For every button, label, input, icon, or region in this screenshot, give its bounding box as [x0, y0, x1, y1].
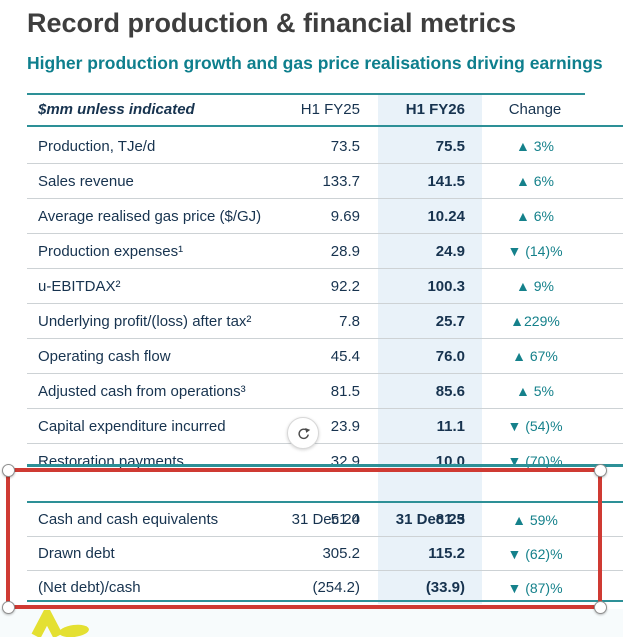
- change-value: ▲ 9%: [516, 278, 554, 294]
- current-value: 75.5: [435, 137, 465, 155]
- table-row: Drawn debt 305.2 115.2 ▼ (62)%: [27, 536, 623, 570]
- balance-bottom-border: [27, 600, 623, 602]
- row-label: Production expenses¹: [38, 242, 184, 260]
- header-change: Change: [508, 100, 562, 118]
- table-header-row: $mm unless indicated H1 FY25 H1 FY26 Cha…: [27, 93, 623, 127]
- balance-table-header-row: 31 Dec 24 31 Dec 25: [27, 504, 623, 535]
- row-label: Cash and cash equivalents: [38, 511, 219, 528]
- table-row: u-EBITDAX² 92.2 100.3 ▲ 9%: [27, 268, 623, 303]
- selection-rectangle[interactable]: [6, 468, 602, 609]
- current-value: 100.3: [427, 277, 465, 295]
- current-value: 11.1: [436, 417, 465, 435]
- header-prior-period: H1 FY25: [300, 100, 360, 118]
- row-label: u-EBITDAX²: [38, 277, 121, 295]
- change-value: ▲ 3%: [516, 138, 554, 154]
- table-row: (Net debt)/cash (254.2) (33.9) ▼ (87)%: [27, 570, 623, 604]
- table-row: Sales revenue 133.7 141.5 ▲ 6%: [27, 163, 623, 198]
- change-value: ▲ 59%: [512, 511, 558, 528]
- table-row: Operating cash flow 45.4 76.0 ▲ 67%: [27, 338, 623, 373]
- page-subtitle: Higher production growth and gas price r…: [27, 53, 603, 73]
- row-label: Drawn debt: [38, 545, 115, 562]
- header-current-period: H1 FY26: [405, 100, 465, 118]
- current-value: 141.5: [427, 172, 465, 190]
- current-value: 81.3: [435, 511, 465, 528]
- row-label: Production, TJe/d: [38, 137, 156, 155]
- section-divider-line: [27, 464, 623, 467]
- prior-value: 28.9: [330, 242, 360, 260]
- row-label: Adjusted cash from operations³: [38, 382, 246, 400]
- table-row: Adjusted cash from operations³ 81.5 85.6…: [27, 373, 623, 408]
- page-title: Record production & financial metrics: [27, 8, 517, 38]
- prior-value: 92.2: [330, 277, 360, 295]
- header-units-label: $mm unless indicated: [38, 100, 195, 118]
- table-top-border: [27, 93, 585, 95]
- row-label: Sales revenue: [38, 172, 134, 190]
- row-label: Underlying profit/(loss) after tax²: [38, 312, 252, 330]
- table-row: Average realised gas price ($/GJ) 9.69 1…: [27, 198, 623, 233]
- company-logo: [28, 604, 100, 637]
- table-row: Capital expenditure incurred 23.9 11.1 ▼…: [27, 408, 623, 443]
- table-row: Cash and cash equivalents 51.0 81.3 ▲ 59…: [27, 503, 623, 536]
- row-label: Capital expenditure incurred: [38, 417, 226, 435]
- prior-value: 73.5: [330, 137, 360, 155]
- current-period-column-highlight: [378, 95, 482, 604]
- rotate-arrow-icon: [297, 427, 310, 439]
- rotate-handle[interactable]: [287, 417, 319, 449]
- prior-value: 7.8: [339, 312, 360, 330]
- current-value: 25.7: [435, 312, 465, 330]
- prior-value: 23.9: [330, 417, 360, 435]
- change-value: ▲ 6%: [516, 208, 554, 224]
- table-row: Underlying profit/(loss) after tax² 7.8 …: [27, 303, 623, 338]
- change-value: ▲229%: [510, 313, 560, 329]
- balance-header-underline: [27, 501, 623, 503]
- change-value: ▼ (54)%: [507, 418, 563, 434]
- row-label: Operating cash flow: [38, 347, 171, 365]
- change-value: ▲ 6%: [516, 173, 554, 189]
- prior-value: 133.7: [322, 172, 360, 190]
- current-value: 76.0: [435, 347, 465, 365]
- prior-value: 9.69: [330, 207, 360, 225]
- resize-handle-bottom-left[interactable]: [2, 601, 15, 614]
- change-value: ▼ (14)%: [507, 243, 563, 259]
- resize-handle-top-left[interactable]: [2, 464, 15, 477]
- change-value: ▼ (87)%: [507, 579, 563, 596]
- change-value: ▲ 5%: [516, 383, 554, 399]
- resize-handle-bottom-right[interactable]: [594, 601, 607, 614]
- change-value: ▲ 67%: [512, 348, 558, 364]
- current-value: 85.6: [435, 382, 465, 400]
- table-row: Production, TJe/d 73.5 75.5 ▲ 3%: [27, 129, 623, 163]
- resize-handle-top-right[interactable]: [594, 464, 607, 477]
- current-value: (33.9): [425, 579, 465, 596]
- prior-value: 51.0: [330, 511, 360, 528]
- prior-value: (254.2): [312, 579, 360, 596]
- current-value: 115.2: [428, 545, 465, 562]
- slide-bottom-margin: [0, 609, 623, 637]
- prior-value: 81.5: [330, 382, 360, 400]
- balance-table-body: Cash and cash equivalents 51.0 81.3 ▲ 59…: [27, 503, 623, 604]
- change-value: ▼ (62)%: [507, 545, 563, 562]
- metrics-table-body: Production, TJe/d 73.5 75.5 ▲ 3% Sales r…: [27, 129, 623, 478]
- current-value: 24.9: [435, 242, 465, 260]
- row-label: (Net debt)/cash: [38, 579, 141, 596]
- row-label: Average realised gas price ($/GJ): [38, 207, 262, 225]
- header-current-date: 31 Dec 25: [395, 511, 465, 528]
- prior-value: 45.4: [330, 347, 360, 365]
- logo-glyph: [31, 604, 89, 637]
- prior-value: 305.2: [322, 545, 360, 562]
- current-value: 10.24: [427, 207, 465, 225]
- table-row: Production expenses¹ 28.9 24.9 ▼ (14)%: [27, 233, 623, 268]
- header-prior-date: 31 Dec 24: [291, 511, 360, 528]
